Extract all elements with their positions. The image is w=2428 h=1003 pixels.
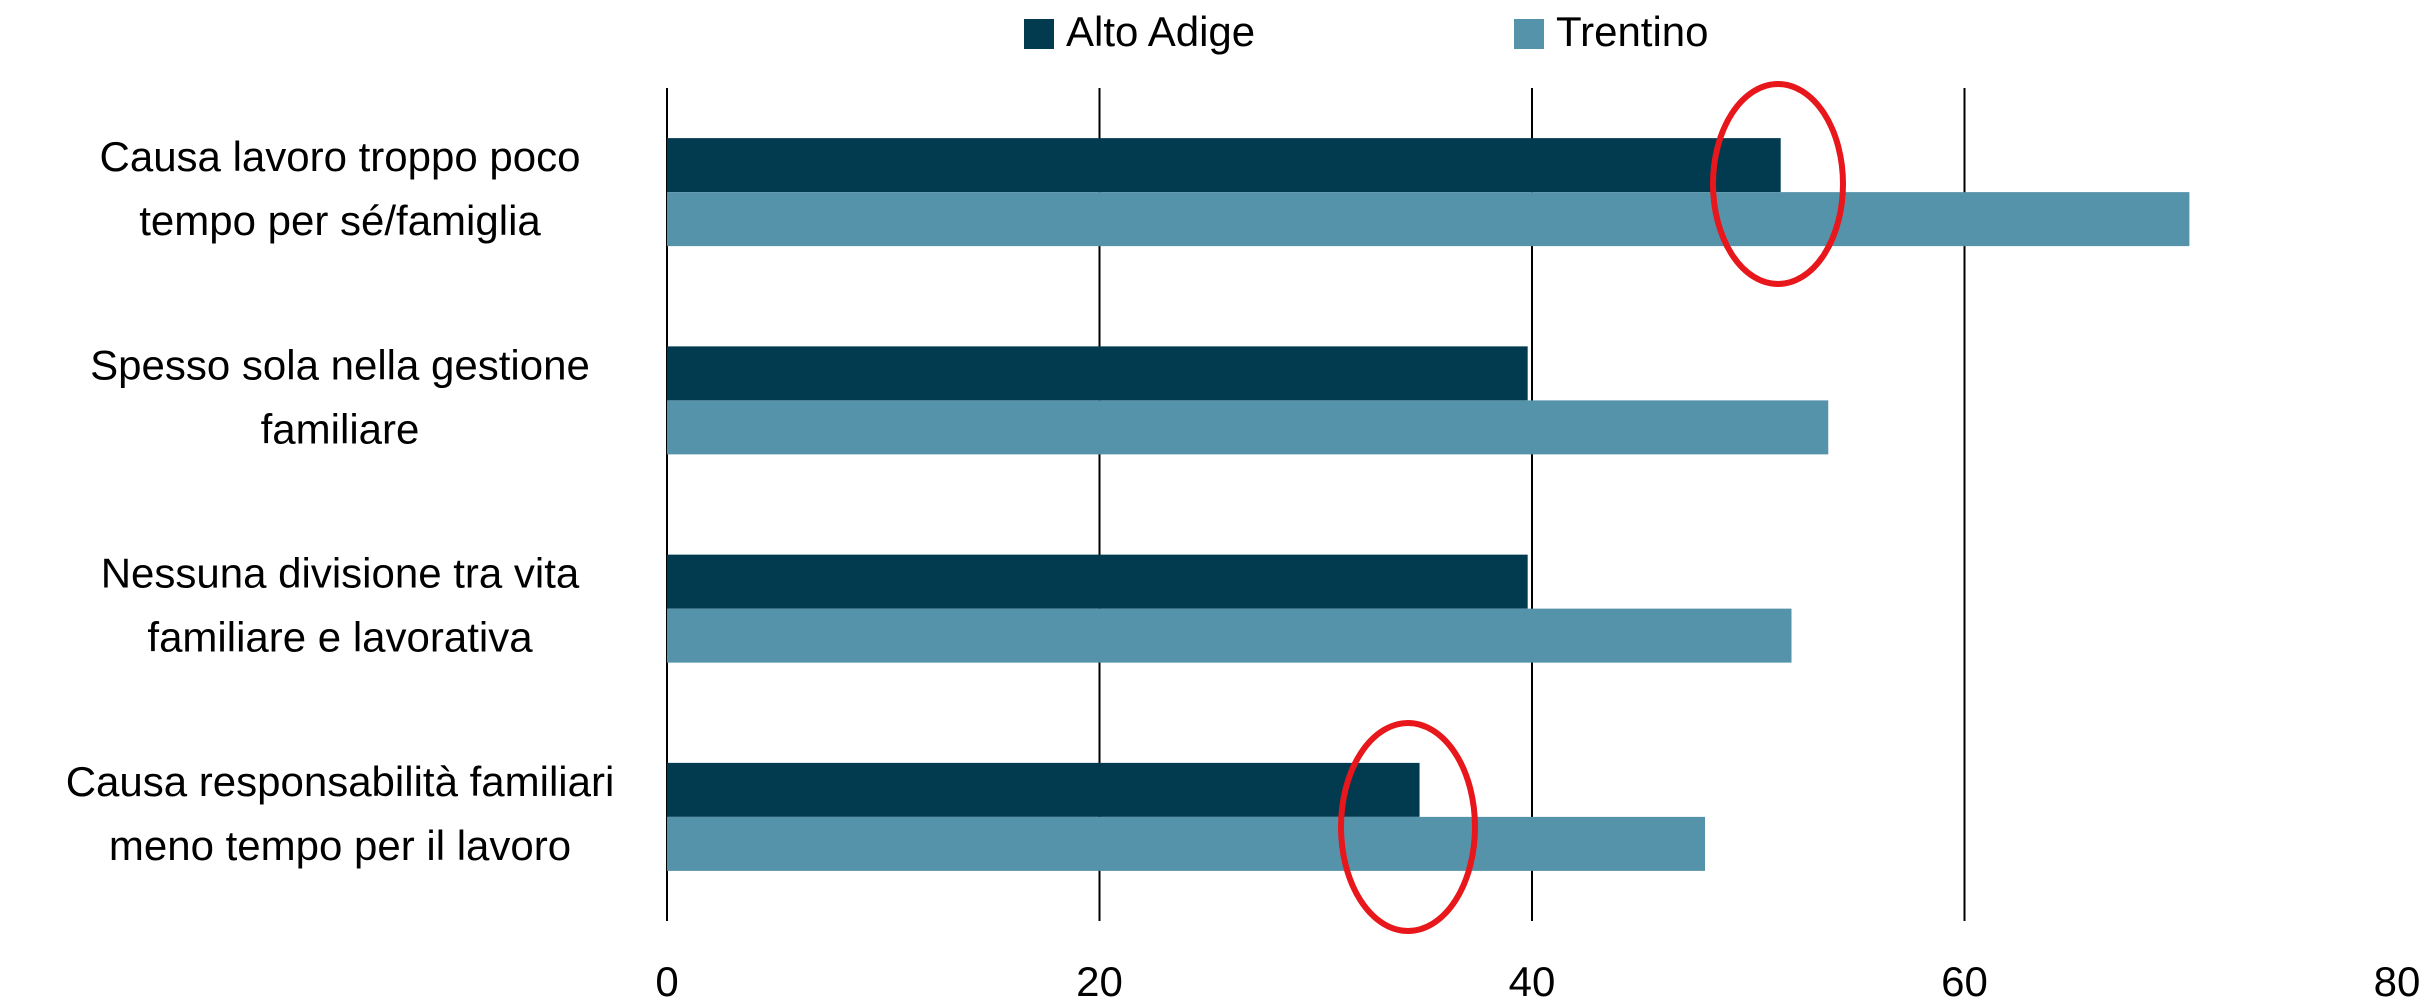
bar [667,554,1528,609]
y-tick-label: Spesso sola nella gestione familiare [90,341,590,452]
legend-swatch [1514,19,1544,49]
plot-area: 0 20 40 60 80 Causa lavoro troppo poco tempo p… [66,8,2421,1003]
bar [667,138,1781,193]
x-tick-label: 80 [2374,958,2421,1003]
x-tick-label: 40 [1509,958,1556,1003]
y-tick-label: Causa lavoro troppo poco tempo per sé/fam… [100,133,581,244]
bar [667,346,1528,401]
highlight-circle [1710,81,1846,287]
x-tick-label: 60 [1941,958,1988,1003]
legend-label: Trentino [1556,8,1709,55]
y-tick-label: Causa responsabilità familiari meno tempo… [66,758,615,869]
bar [667,400,1829,455]
bar [667,192,2190,247]
highlight-circle [1338,720,1478,934]
legend-swatch [1024,19,1054,49]
x-tick-label: 0 [655,958,678,1003]
bar [667,608,1792,663]
legend-label: Alto Adige [1066,8,1255,55]
x-tick-label: 20 [1076,958,1123,1003]
bar [667,816,1705,871]
bar [667,762,1420,817]
y-tick-label: Nessuna divisione tra vita familiare e la… [101,550,580,661]
